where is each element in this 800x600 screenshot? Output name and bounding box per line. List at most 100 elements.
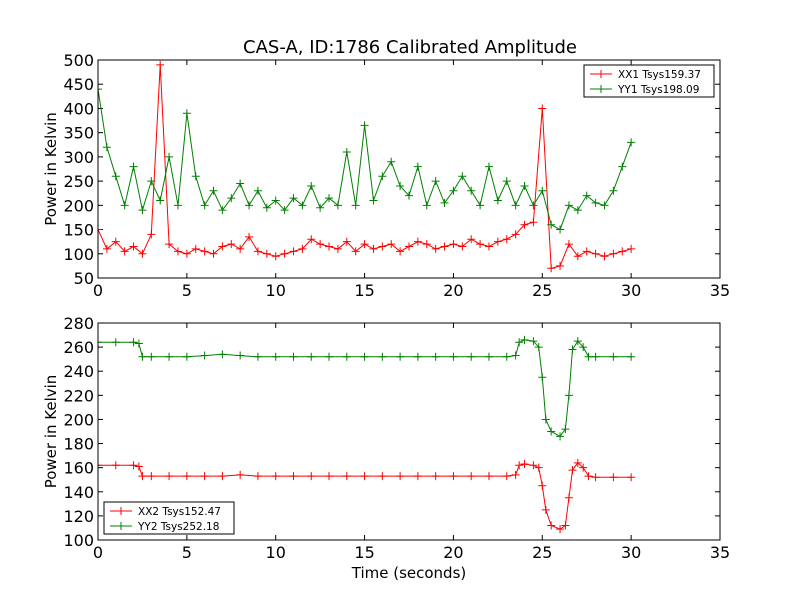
data-point [342,472,351,481]
data-point [538,186,547,195]
data-point [138,352,147,361]
data-point [579,343,588,352]
data-point [182,472,191,481]
data-point [547,427,556,436]
y-tick-label: 350 [63,124,94,143]
data-point [396,181,405,190]
data-point [413,352,422,361]
data-point [182,249,191,258]
data-point [182,352,191,361]
data-point [218,350,227,359]
data-point [573,337,582,346]
y-tick-label: 300 [63,148,94,167]
legend: XX1 Tsys159.37 YY1 Tsys198.09 [583,64,715,98]
data-point [529,201,538,210]
data-point [316,203,325,212]
data-point [449,186,458,195]
x-tick-label: 15 [354,543,374,562]
data-point [502,177,511,186]
plot-frame [97,59,721,279]
x-tick-label: 5 [182,281,192,300]
data-point [579,463,588,472]
data-point [147,352,156,361]
data-point [564,493,573,502]
data-point [200,351,209,360]
data-point [431,177,440,186]
data-point [111,172,120,181]
data-point [111,461,120,470]
data-point [627,352,636,361]
x-tick-label: 35 [710,543,730,562]
data-point [271,352,280,361]
data-point [618,247,627,256]
legend-marker [597,70,605,78]
data-point [556,525,565,534]
data-point [591,352,600,361]
data-point [484,472,493,481]
data-point [568,466,577,475]
data-point [369,196,378,205]
data-point [165,352,174,361]
data-point [431,472,440,481]
y-tick-label: 120 [63,507,94,526]
legend-marker [597,85,605,93]
data-point [609,473,618,482]
data-point [333,244,342,253]
plot-frame [97,322,721,541]
data-point [271,472,280,481]
data-point [271,196,280,205]
legend-label: YY1 Tsys198.09 [617,84,699,96]
data-point [360,240,369,249]
data-point [289,247,298,256]
data-point [520,220,529,229]
data-point [218,242,227,251]
data-point [493,237,502,246]
data-point [129,461,138,470]
data-point [165,152,174,161]
data-point [298,244,307,253]
data-point [534,463,543,472]
x-tick-label: 25 [532,281,552,300]
data-point [515,338,524,347]
data-point [591,249,600,258]
data-point [600,201,609,210]
data-point [458,242,467,251]
data-point [502,352,511,361]
data-point [431,352,440,361]
x-tick-label: 0 [93,281,103,300]
data-point [147,177,156,186]
data-point [547,220,556,229]
data-point [200,247,209,256]
data-point [520,460,529,469]
data-point [422,201,431,210]
data-point [342,148,351,157]
data-point [591,198,600,207]
data-point [360,121,369,130]
data-point [627,244,636,253]
data-point [98,338,102,347]
y-axis-label: Power in Kelvin [42,112,60,226]
data-point [280,249,289,258]
data-point [98,461,102,470]
data-point [627,138,636,147]
data-point [253,352,262,361]
data-point [378,242,387,251]
data-point [467,235,476,244]
data-point [98,85,102,94]
data-point [209,249,218,258]
data-point [449,352,458,361]
data-point [529,218,538,227]
data-point [584,352,593,361]
data-point [147,472,156,481]
data-point [280,206,289,215]
data-point [584,472,593,481]
data-point [307,352,316,361]
data-point [120,201,129,210]
data-point [484,242,493,251]
data-point [502,235,511,244]
data-point [564,391,573,400]
data-point [227,194,236,203]
series-1 [98,60,636,273]
data-point [440,242,449,251]
data-point [360,472,369,481]
